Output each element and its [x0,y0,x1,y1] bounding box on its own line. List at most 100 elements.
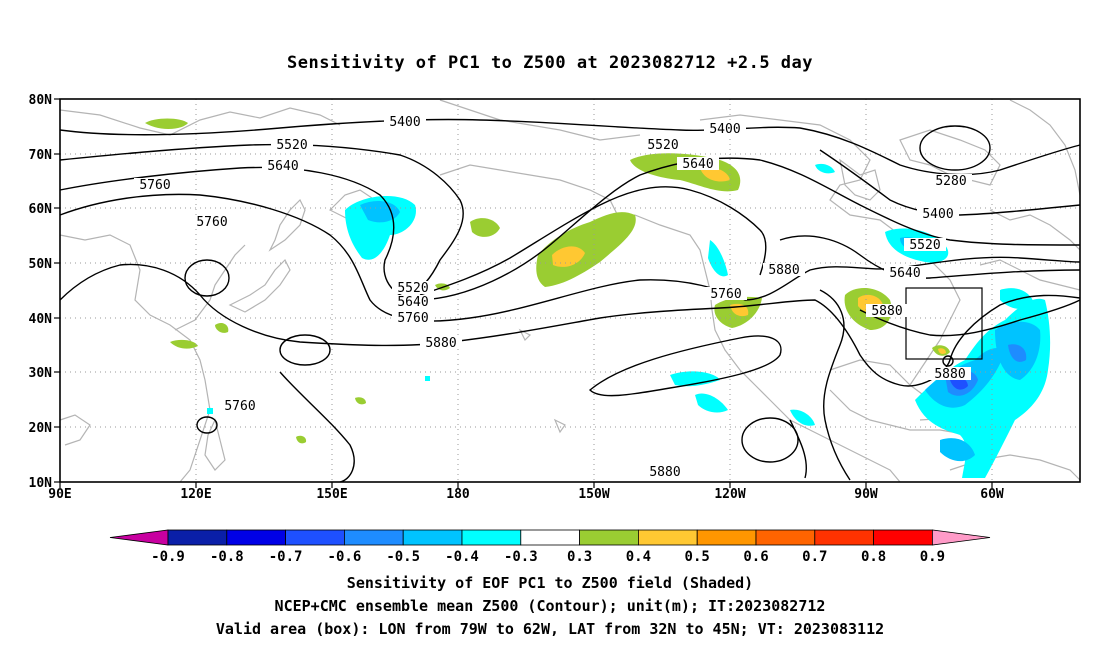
colorbar-cell [343,529,404,546]
lat-label: 50N [29,257,53,272]
contour-label-bg [917,207,959,220]
footer-line-2: NCEP+CMC ensemble mean Z500 (Contour); u… [275,597,826,615]
lon-label: 150E [316,487,347,502]
contour-label: 5760 [196,215,227,230]
contour-label: 5640 [889,266,920,281]
contour-label-bg [644,465,686,478]
colorbar-cell [638,529,698,546]
colorbar-cell [755,529,816,546]
contour-label-bg [705,287,747,300]
contour-label-bg [392,281,434,294]
lat-label: 30N [29,366,53,381]
longitude-labels: 90E 120E 150E 180 150W 120W 90W 60W [48,482,1004,502]
lat-label: 60N [29,202,53,217]
contour-label-bg [262,159,304,172]
contour-label: 5640 [682,157,713,172]
contour-label-bg [929,367,971,380]
colorbar-label: 0.7 [802,549,827,565]
contour-label-bg [392,295,434,308]
contour-label: 5760 [224,399,255,414]
colorbar-cell [814,529,874,546]
lat-label: 10N [29,476,53,491]
colorbar-label: 0.4 [626,549,651,565]
contour-label-bg [677,157,719,170]
colorbar-label: 0.6 [743,549,768,565]
contour-label: 5400 [389,115,420,130]
colorbar-cell [285,529,345,546]
contour-label-bg [704,122,746,135]
colorbar-label: -0.8 [210,549,244,565]
lon-label: 90E [48,487,71,502]
contour-label: 5280 [935,174,966,189]
contour-label-bg [392,311,434,324]
contour-label: 5880 [425,336,456,351]
contour-label: 5880 [871,304,902,319]
colorbar-cell [167,529,228,546]
colorbar-label: -0.4 [445,549,479,565]
colorbar-cell [696,529,757,546]
contour-label-bg [763,263,805,276]
colorbar-cell [461,529,522,546]
colorbar-low-extend [109,529,169,546]
lat-label: 80N [29,93,53,108]
lat-label: 40N [29,312,53,327]
lon-label: 120E [180,487,211,502]
footer-line-1: Sensitivity of EOF PC1 to Z500 field (Sh… [347,574,753,592]
colorbar-label: -0.5 [386,549,420,565]
contour-label-bg [930,174,972,187]
contour-label: 5760 [139,178,170,193]
colorbar-label: 0.3 [567,549,592,565]
colorbar-label: 0.9 [920,549,945,565]
contour-label-bg [271,138,313,151]
contour-label-bg [384,115,426,128]
colorbar-label: -0.6 [328,549,362,565]
contour-label: 5400 [922,207,953,222]
latitude-labels: 80N 70N 60N 50N 40N 30N 20N 10N [29,93,60,491]
contour-label: 5520 [276,138,307,153]
colorbar-cell [579,529,639,546]
footer-line-3: Valid area (box): LON from 79W to 62W, L… [216,620,884,638]
lon-label: 180 [446,487,470,502]
chart-title: Sensitivity of PC1 to Z500 at 2023082712… [287,53,813,73]
contour-label-bg [219,399,261,412]
colorbar-cell [226,529,287,546]
colorbar-label: 0.5 [685,549,710,565]
contour-label-bg [884,266,926,279]
lon-label: 150W [578,487,609,502]
contour-label-bg [866,304,908,317]
colorbar-label: -0.9 [151,549,185,565]
lon-label: 120W [714,487,745,502]
colorbar-cell [402,529,463,546]
contour-label: 5400 [709,122,740,137]
contour-label: 5520 [909,238,940,253]
contour-label: 5880 [934,367,965,382]
contour-label: 5640 [267,159,298,174]
lat-label: 70N [29,148,53,163]
contour-label: 5520 [647,138,678,153]
contour-label-bg [420,336,462,349]
colorbar-label: 0.8 [861,549,886,565]
contour-label: 5880 [768,263,799,278]
lon-label: 60W [980,487,1004,502]
lat-label: 20N [29,421,53,436]
contour-label-bg [191,215,233,228]
colorbar-label: -0.3 [504,549,538,565]
coastlines [59,99,1081,483]
colorbar-high-extend [932,529,991,546]
colorbar-cell [520,529,580,546]
contour-label: 5760 [397,311,428,326]
colorbar-cell [873,529,933,546]
valid-area-box [905,287,983,360]
colorbar-label: -0.7 [269,549,303,565]
contour-label: 5520 [397,281,428,296]
contour-label-bg [642,138,684,151]
contour-label: 5880 [649,465,680,480]
contour-label-bg [904,238,946,251]
contour-label: 5760 [710,287,741,302]
contour-label: 5640 [397,295,428,310]
contour-label-bg [134,178,176,191]
lon-label: 90W [854,487,878,502]
